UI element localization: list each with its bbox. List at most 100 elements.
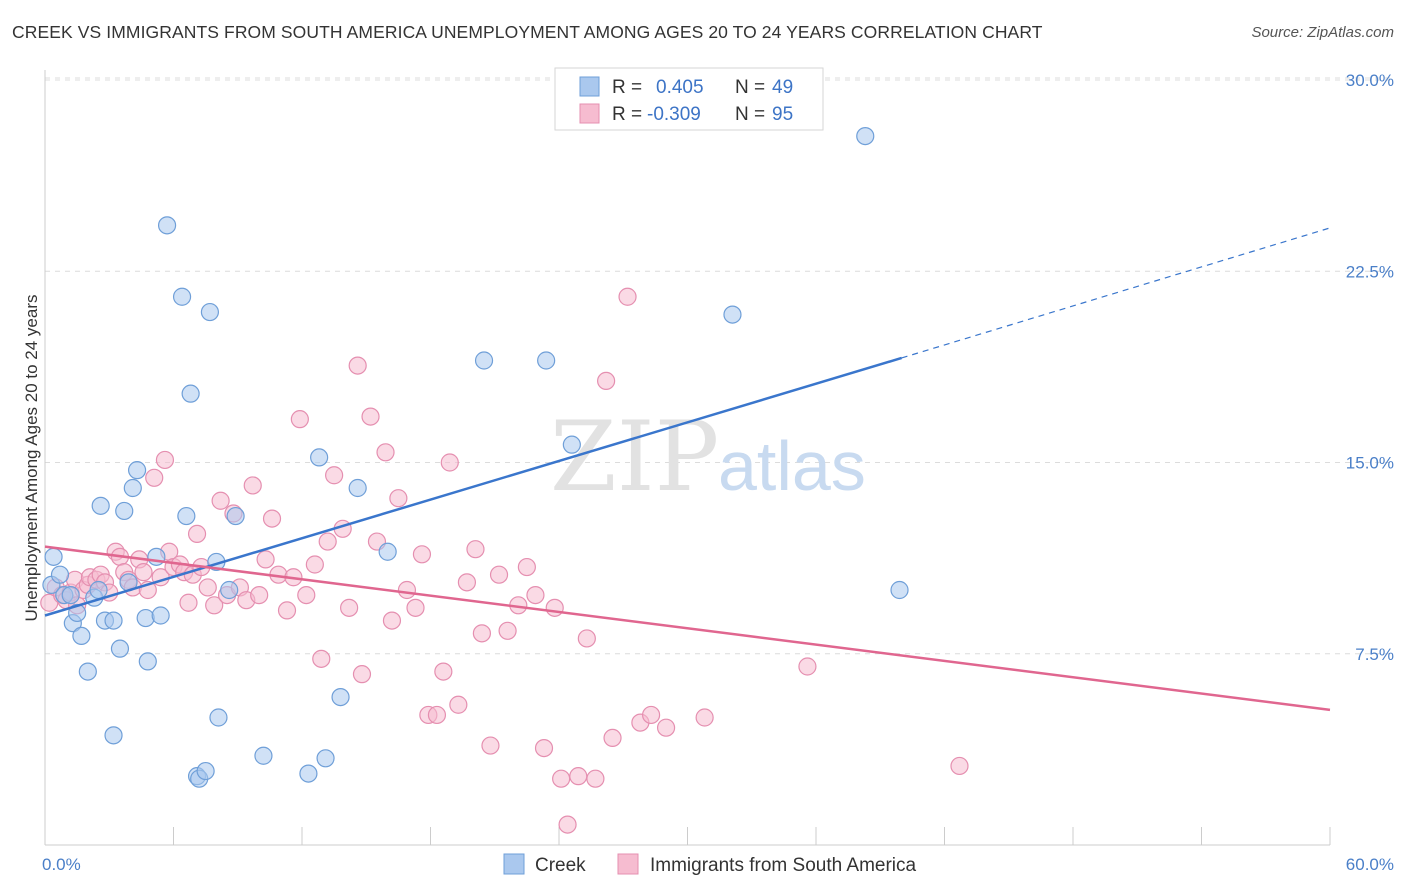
y-axis-title: Unemployment Among Ages 20 to 24 years <box>22 295 41 622</box>
sa-point <box>558 815 577 834</box>
sa-point <box>382 611 402 630</box>
watermark-atlas: atlas <box>718 427 866 505</box>
creek-point <box>127 461 147 480</box>
creek-point <box>562 435 581 454</box>
sa-point <box>205 596 224 615</box>
sa-point <box>489 565 509 584</box>
sa-r-label: R = <box>612 104 642 125</box>
creek-point <box>537 351 556 370</box>
legend-creek-swatch <box>503 853 525 875</box>
sa-point <box>325 466 344 485</box>
sa-point <box>950 756 969 776</box>
creek-point <box>78 662 97 681</box>
sa-point <box>277 601 297 620</box>
sa-r-value: -0.309 <box>647 104 701 125</box>
sa-point <box>517 557 536 577</box>
sa-point <box>406 598 425 617</box>
sa-swatch <box>579 103 600 124</box>
series-legend: Creek Immigrants from South America <box>503 853 917 876</box>
creek-point <box>61 585 80 605</box>
sa-point <box>243 476 262 495</box>
x-tick-label-max: 60.0% <box>1346 855 1394 874</box>
sa-point <box>434 662 453 681</box>
sa-point <box>340 598 359 617</box>
creek-point <box>299 764 318 783</box>
creek-point <box>474 351 494 370</box>
creek-point <box>91 496 110 515</box>
sa-point <box>145 468 164 487</box>
creek-point <box>151 606 170 625</box>
creek-point <box>890 580 909 600</box>
creek-r-label: R = <box>612 77 642 98</box>
legend-sa-label: Immigrants from South America <box>650 855 917 876</box>
sa-point <box>481 736 500 755</box>
trend-lines <box>44 227 1331 712</box>
legend-creek-label: Creek <box>535 855 586 876</box>
sa-point <box>526 585 545 605</box>
sa-point <box>440 453 459 472</box>
y-tick-label: 7.5% <box>1355 645 1394 664</box>
stats-legend: R = 0.405 N = 49 R = -0.309 N = 95 <box>554 67 824 131</box>
sa-n-value: 95 <box>772 104 793 125</box>
sa-point <box>250 585 269 605</box>
creek-point <box>177 506 196 526</box>
sa-point <box>361 407 380 426</box>
x-tick-marks <box>44 827 1331 845</box>
y-tick-label: 15.0% <box>1346 454 1394 473</box>
sa-point <box>586 769 605 788</box>
creek-point <box>181 384 200 403</box>
sa-point <box>134 563 153 582</box>
sa-trend-line <box>44 545 1331 712</box>
sa-point <box>211 491 230 510</box>
sa-point <box>472 624 491 643</box>
creek-point <box>123 478 142 498</box>
sa-point <box>798 657 817 676</box>
creek-point <box>50 565 70 584</box>
legend-sa-swatch <box>617 853 639 875</box>
sa-point <box>466 540 485 559</box>
creek-n-value: 49 <box>772 77 793 98</box>
sa-point <box>256 550 275 569</box>
sa-point <box>305 555 324 574</box>
sa-point <box>457 573 477 592</box>
sa-point <box>198 578 217 597</box>
creek-point <box>110 639 130 658</box>
sa-point <box>641 705 661 725</box>
creek-point <box>104 726 123 745</box>
sa-point <box>427 705 447 725</box>
sa-point <box>155 450 175 470</box>
creek-point <box>331 687 350 707</box>
sa-point <box>397 580 417 600</box>
sa-point <box>695 708 714 727</box>
creek-point <box>72 626 91 646</box>
sa-point <box>187 524 207 544</box>
y-tick-labels: 7.5% 15.0% 22.5% 30.0% <box>1346 71 1394 664</box>
creek-point <box>254 746 273 765</box>
sa-point <box>412 545 432 564</box>
series-south-america-points <box>40 287 969 834</box>
sa-point <box>618 287 637 306</box>
sa-point <box>262 509 282 528</box>
source-label: Source: ZipAtlas.com <box>1251 24 1394 41</box>
creek-point <box>44 547 63 566</box>
sa-point <box>318 532 337 551</box>
sa-n-label: N = <box>735 104 765 125</box>
sa-point <box>389 489 408 508</box>
creek-point <box>220 580 239 600</box>
gridlines <box>45 77 1390 655</box>
creek-trend-line <box>44 356 903 617</box>
sa-point <box>656 718 676 737</box>
creek-point <box>856 127 875 146</box>
sa-point <box>569 767 588 786</box>
creek-swatch <box>579 76 600 97</box>
creek-point <box>115 501 134 521</box>
creek-point <box>200 302 220 322</box>
sa-point <box>545 598 564 617</box>
creek-r-value: 0.405 <box>656 77 704 98</box>
watermark-zip: ZIP <box>550 401 719 513</box>
sa-point <box>352 665 372 684</box>
creek-point <box>157 216 177 235</box>
sa-point <box>348 356 367 375</box>
creek-point <box>68 603 87 623</box>
